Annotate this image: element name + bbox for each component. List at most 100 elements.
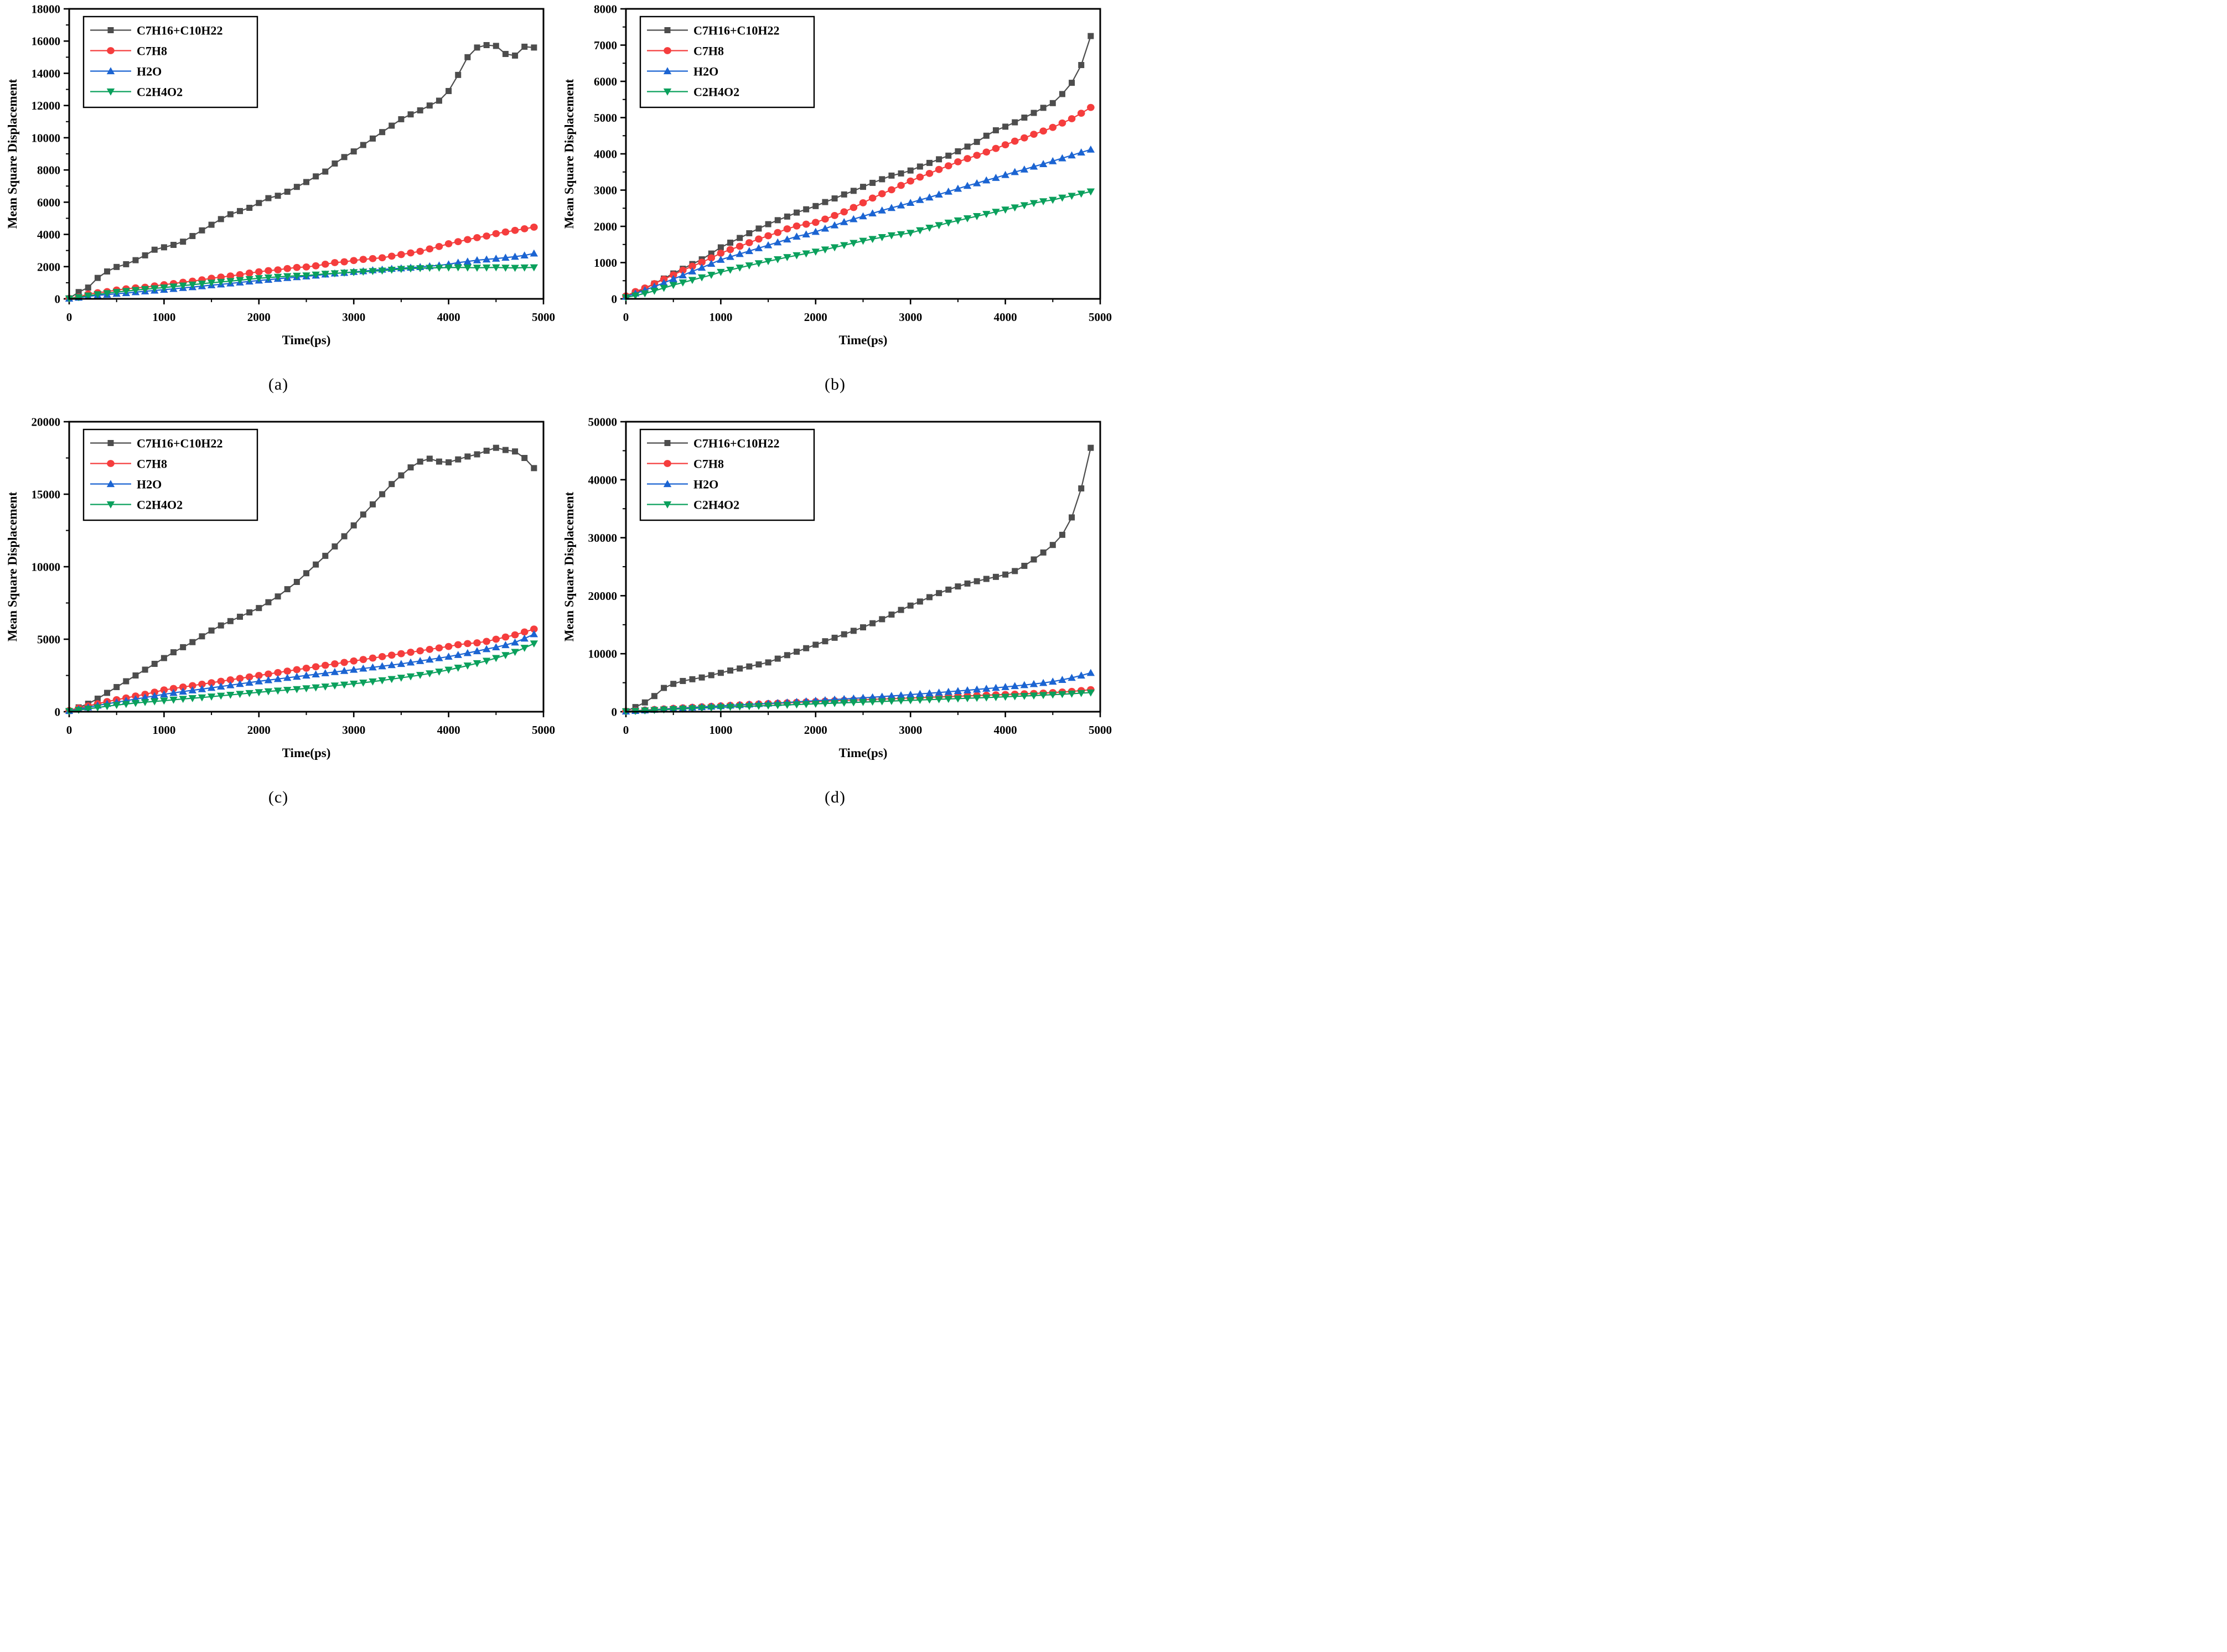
triangle-down-marker <box>406 265 415 273</box>
triangle-down-marker <box>1001 206 1009 214</box>
y-axis-label: Mean Square Displacement <box>562 79 576 229</box>
triangle-down-marker <box>916 227 924 235</box>
triangle-up-marker <box>754 244 763 251</box>
square-marker <box>916 163 923 170</box>
circle-marker <box>897 182 905 189</box>
triangle-down-marker <box>359 680 367 687</box>
triangle-down-marker <box>387 676 396 683</box>
square-marker <box>208 627 215 634</box>
square-marker <box>360 511 366 518</box>
triangle-down-marker <box>321 683 329 691</box>
square-marker <box>303 179 309 185</box>
triangle-down-marker <box>226 692 235 699</box>
y-tick-label: 3000 <box>594 184 617 197</box>
circle-marker <box>198 680 206 688</box>
series-C7H16+C10H22 <box>66 444 537 714</box>
y-axis-label: Mean Square Displacement <box>6 79 19 229</box>
square-marker <box>512 448 519 455</box>
square-marker <box>850 628 857 634</box>
y-tick-label: 10000 <box>588 648 618 661</box>
square-marker <box>322 552 329 559</box>
square-marker <box>841 191 847 198</box>
triangle-down-marker <box>359 268 367 276</box>
triangle-up-marker <box>273 675 282 682</box>
series-line <box>69 633 535 712</box>
circle-marker <box>821 215 829 223</box>
triangle-up-marker <box>454 651 462 658</box>
x-tick-label: 5000 <box>532 310 555 324</box>
series-C7H16+C10H22 <box>66 42 537 302</box>
triangle-up-marker <box>1077 671 1085 679</box>
circle-marker <box>530 224 538 231</box>
triangle-up-marker <box>151 692 159 700</box>
legend-label: C7H8 <box>693 44 724 58</box>
triangle-down-marker <box>907 230 915 237</box>
circle-marker <box>274 266 282 273</box>
square-marker <box>293 184 300 190</box>
triangle-up-marker <box>1049 157 1057 164</box>
square-marker <box>888 172 895 179</box>
triangle-down-marker <box>369 268 377 276</box>
triangle-up-marker <box>745 247 754 255</box>
circle-marker <box>850 204 858 211</box>
square-marker <box>275 193 281 199</box>
square-marker <box>313 173 319 180</box>
square-marker <box>803 206 810 213</box>
square-marker <box>1040 105 1047 111</box>
triangle-down-marker <box>697 705 706 712</box>
square-marker <box>132 672 139 679</box>
square-marker <box>708 250 714 257</box>
triangle-down-marker <box>859 237 867 245</box>
triangle-up-marker <box>1077 148 1085 156</box>
triangle-down-marker <box>112 702 121 710</box>
square-marker <box>360 142 366 148</box>
triangle-down-marker <box>736 703 744 711</box>
y-axis-label: Mean Square Displacement <box>6 491 19 641</box>
triangle-up-marker <box>821 224 830 232</box>
circle-marker <box>1001 141 1009 149</box>
triangle-up-marker <box>264 676 273 683</box>
triangle-up-marker <box>660 278 668 286</box>
square-marker <box>664 440 671 446</box>
circle-marker <box>726 246 734 253</box>
triangle-up-marker <box>302 671 310 679</box>
triangle-up-marker <box>1001 683 1009 690</box>
series-line <box>625 191 1091 298</box>
triangle-down-marker <box>293 686 301 693</box>
triangle-up-marker <box>378 662 386 670</box>
circle-marker <box>944 162 952 170</box>
triangle-down-marker <box>726 703 734 711</box>
triangle-down-marker <box>707 705 716 712</box>
triangle-up-marker <box>850 215 858 222</box>
triangle-down-marker <box>226 278 235 286</box>
square-marker <box>398 472 405 479</box>
circle-marker <box>378 254 386 262</box>
x-tick-label: 3000 <box>342 723 365 737</box>
legend: C7H16+C10H22 C7H8 H2O C2H4O2 <box>82 15 258 108</box>
triangle-up-marker <box>935 688 943 696</box>
square-marker <box>869 620 876 626</box>
circle-marker <box>464 640 472 648</box>
square-marker <box>794 209 800 216</box>
triangle-down-marker <box>444 264 453 272</box>
circle-marker <box>669 271 677 279</box>
series-C7H8 <box>622 103 1095 300</box>
square-marker <box>822 199 828 205</box>
square-marker <box>369 501 376 507</box>
triangle-up-marker <box>1039 160 1048 167</box>
caption-b: (b) <box>825 375 846 393</box>
square-marker <box>521 43 528 50</box>
square-marker <box>1030 110 1037 116</box>
triangle-down-marker <box>160 284 168 292</box>
circle-marker <box>982 148 991 156</box>
square-marker <box>493 444 499 451</box>
square-marker <box>446 459 452 465</box>
square-marker <box>189 232 196 239</box>
y-tick-label: 7000 <box>594 39 617 52</box>
circle-marker <box>265 670 272 678</box>
triangle-up-marker <box>954 184 962 192</box>
circle-marker <box>350 657 358 665</box>
triangle-down-marker <box>726 267 734 274</box>
circle-marker <box>783 225 791 232</box>
triangle-down-marker <box>463 264 472 272</box>
